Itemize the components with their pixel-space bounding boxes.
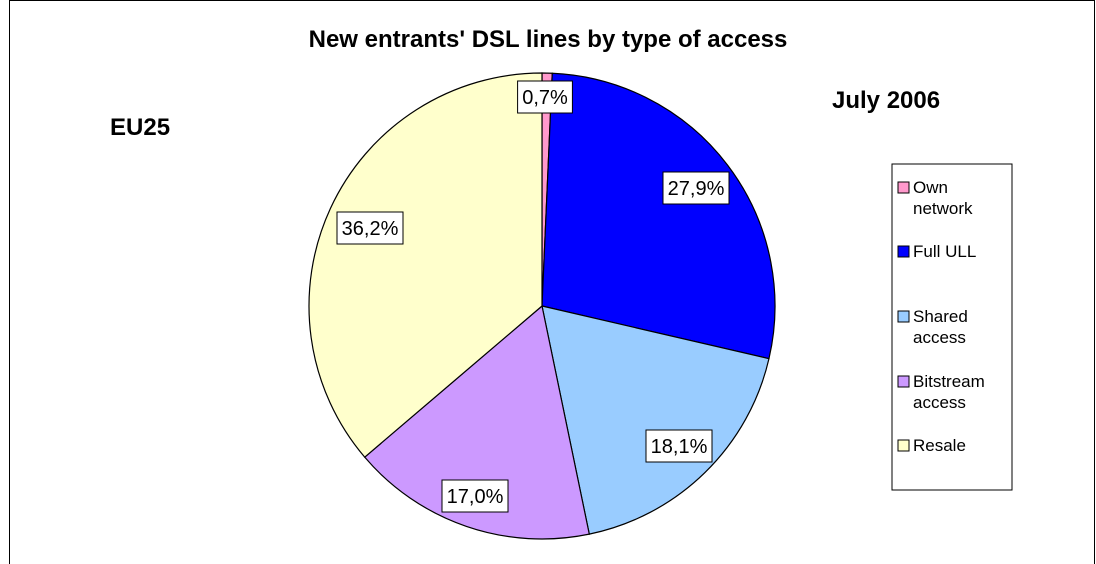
data-label-box-5	[336, 211, 404, 245]
chart-frame	[9, 0, 1095, 564]
pie-slice-3	[541, 305, 770, 535]
data-label-1: 0,7%	[522, 87, 568, 109]
data-label-box-4	[441, 479, 509, 513]
pie-slice-2	[541, 72, 776, 360]
pie-slices	[308, 72, 776, 540]
date-label: July 2006	[832, 87, 940, 114]
chart-title: New entrants' DSL lines by type of acces…	[309, 26, 788, 53]
legend-label-3-line-1: Shared	[913, 307, 968, 326]
legend-label-1-line-1: Own	[913, 178, 948, 197]
legend-swatch-4	[897, 375, 910, 388]
legend-label-1-line-2: network	[913, 199, 973, 218]
legend-label-4-line-2: access	[913, 393, 966, 412]
legend-swatch-1	[897, 181, 910, 194]
legend-swatch-3	[897, 310, 910, 323]
data-label-box-3	[645, 429, 713, 463]
legend-label-3-line-2: access	[913, 328, 966, 347]
pie-data-labels: 0,7% 27,9% 18,1% 17,0% 36,2%	[336, 80, 730, 513]
data-label-box-1	[517, 80, 573, 114]
legend-box	[891, 163, 1013, 491]
legend-swatch-5	[897, 439, 910, 452]
legend-swatch-2	[897, 245, 910, 258]
data-label-2: 27,9%	[668, 178, 725, 200]
legend-label-5: Resale	[913, 436, 966, 455]
data-label-4: 17,0%	[447, 486, 504, 508]
legend-label-2: Full ULL	[913, 242, 976, 261]
data-label-box-2	[662, 171, 730, 205]
pie-slice-5	[308, 72, 543, 459]
legend-label-4-line-1: Bitstream	[913, 372, 985, 391]
data-label-3: 18,1%	[651, 436, 708, 458]
region-label: EU25	[110, 114, 170, 141]
legend: Own network Full ULL Shared access Bitstream a…	[891, 163, 1013, 491]
data-label-5: 36,2%	[342, 218, 399, 240]
pie-slice-4	[363, 304, 591, 540]
